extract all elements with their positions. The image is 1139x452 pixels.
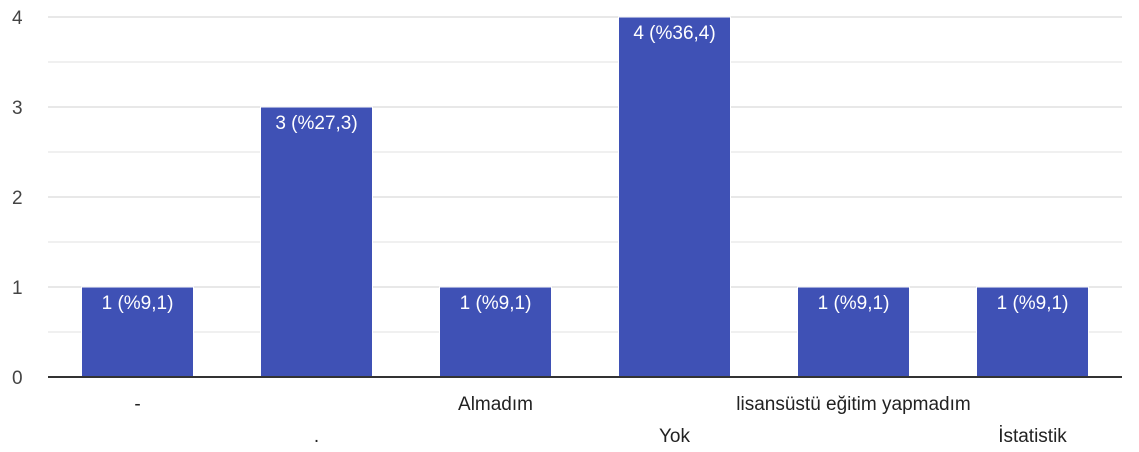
bars [81,16,1089,378]
category-label: - [134,394,140,415]
category-label: Yok [659,426,690,447]
bar [439,286,552,378]
data-label: 1 (%9,1) [460,293,532,314]
bar [260,106,373,378]
data-label: 1 (%9,1) [997,293,1069,314]
y-tick-label: 3 [12,98,23,119]
category-label: . [314,426,319,447]
data-label: 1 (%9,1) [818,293,890,314]
bar [797,286,910,378]
data-label: 3 (%27,3) [275,113,357,134]
grid-lines [48,16,1122,333]
data-label: 4 (%36,4) [633,23,715,44]
category-labels: -. Almadım Yok lisansüstü eğitim yapmadım İs… [134,394,1067,447]
data-label: 1 (%9,1) [102,293,174,314]
category-label: lisansüstü eğitim yapmadım [736,394,970,415]
y-tick-label: 1 [12,278,23,299]
y-tick-label: 4 [12,8,23,29]
bar [976,286,1089,378]
bar [618,16,731,378]
y-tick-label: 0 [12,368,23,389]
category-label: İstatistik [998,426,1067,447]
y-tick-label: 2 [12,188,23,209]
bar [81,286,194,378]
category-label: Almadım [458,394,533,415]
data-labels: 1 (%9,1) 3 (%27,3) 1 (%9,1) 4 (%36,4) 1 (%9,… [102,23,1069,314]
y-axis-ticks: 0 1 2 3 4 [12,8,23,389]
